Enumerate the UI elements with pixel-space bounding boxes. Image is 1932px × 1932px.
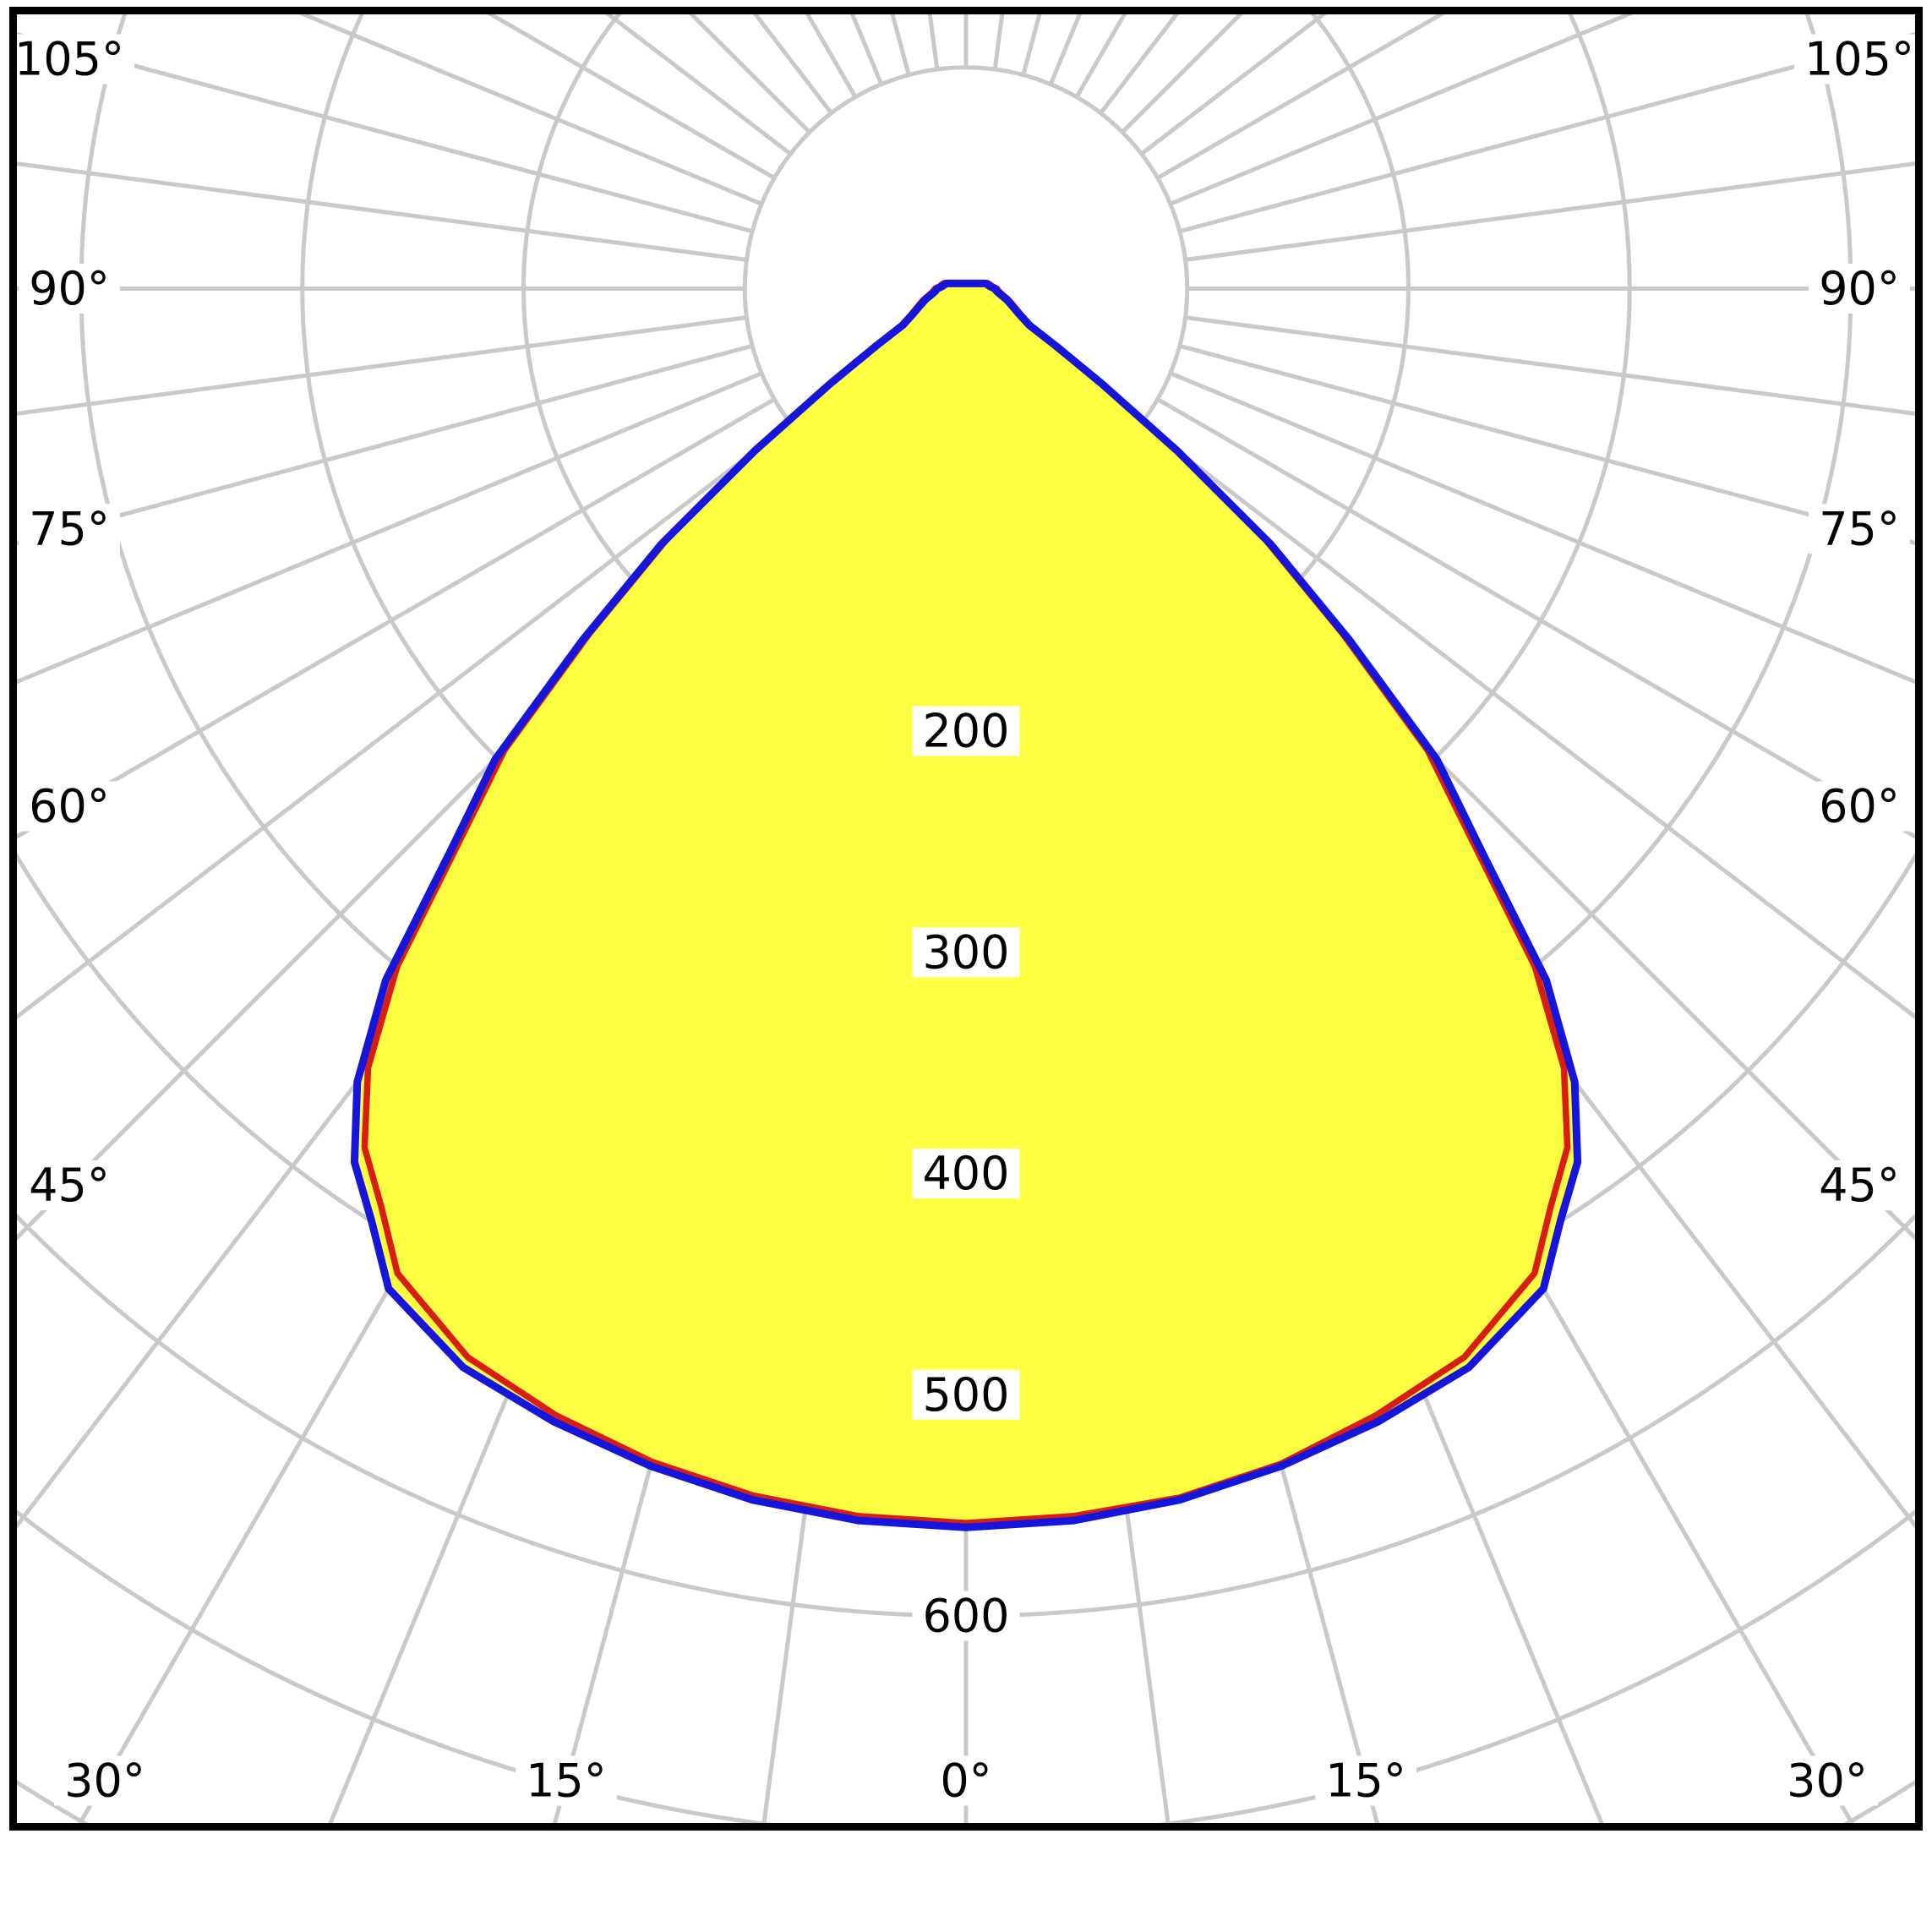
angle-grid-radial <box>1169 14 1634 206</box>
angle-tick-label-left: 105° <box>14 33 124 86</box>
r-tick-label: 600 <box>922 1590 1009 1643</box>
angle-tick-label-left: 45° <box>29 1159 110 1212</box>
angle-grid-radial <box>17 315 747 416</box>
angle-grid-radial <box>17 343 753 545</box>
angle-tick-label-right: 45° <box>1819 1159 1900 1212</box>
label-halo <box>912 927 1020 978</box>
label-halo <box>19 781 120 832</box>
r-tick-label: 300 <box>922 925 1009 979</box>
label-halo <box>3 34 135 85</box>
label-backgrounds <box>3 34 1925 1806</box>
label-halo <box>1793 34 1925 85</box>
angle-tick-label-right: 60° <box>1819 780 1900 833</box>
angle-grid-radial <box>1156 397 1915 839</box>
angle-grid-radial <box>298 14 763 206</box>
label-halo <box>19 1160 120 1210</box>
label-halo <box>1776 1755 1878 1806</box>
label-halo <box>1809 264 1910 314</box>
angle-tick-label-bottom: 30° <box>1787 1755 1868 1808</box>
beam-fill <box>354 283 1578 1528</box>
angle-tick-label-bottom: 0° <box>940 1755 991 1808</box>
angle-grid-radial <box>17 32 753 234</box>
label-halo <box>1809 1160 1910 1210</box>
angle-tick-label-left: 75° <box>29 502 110 555</box>
angle-grid-radial <box>1140 421 1915 1020</box>
chart-frame <box>9 7 1923 1831</box>
angle-grid-radial <box>17 397 776 839</box>
label-halo <box>912 706 1020 756</box>
angle-grid-radial <box>1179 343 1915 545</box>
angle-tick-label-left: 60° <box>29 780 110 833</box>
angle-grid-radial <box>1185 161 1915 262</box>
label-halo <box>912 1369 1020 1420</box>
angle-tick-label-right: 75° <box>1819 502 1900 555</box>
r-tick-label: 500 <box>922 1368 1009 1422</box>
label-halo <box>19 264 120 314</box>
axis-labels: 105° 105° 90° 90° 75° 75° 60° 60° 45° 45° 30° 15° 0°… <box>14 33 1914 1808</box>
label-halo <box>516 1755 617 1806</box>
label-halo <box>930 1755 1002 1806</box>
angle-tick-label-bottom: 30° <box>64 1755 145 1808</box>
label-halo <box>19 504 120 554</box>
label-halo <box>912 1591 1020 1641</box>
angle-grid-radial <box>1185 315 1915 416</box>
label-halo <box>1809 504 1910 554</box>
label-halo <box>912 1149 1020 1198</box>
angle-tick-label-right: 90° <box>1819 262 1900 315</box>
angle-grid-radial <box>17 421 792 1020</box>
r-tick-label: 200 <box>922 705 1009 758</box>
angle-tick-label-bottom: 15° <box>1325 1755 1406 1808</box>
angle-grid-radial <box>1179 32 1915 234</box>
label-halo <box>1315 1755 1416 1806</box>
curve-c0-c180 <box>350 279 1582 1531</box>
angle-grid-radial <box>17 371 763 685</box>
angle-tick-label-bottom: 15° <box>526 1755 607 1808</box>
angle-tick-label-right: 105° <box>1804 33 1914 86</box>
angle-tick-label-left: 90° <box>29 262 110 315</box>
label-halo <box>54 1755 156 1806</box>
r-tick-label: 400 <box>922 1147 1009 1200</box>
angle-grid-radial <box>17 161 747 262</box>
angle-grid-radial <box>1169 371 1915 685</box>
label-halo <box>1809 781 1910 832</box>
